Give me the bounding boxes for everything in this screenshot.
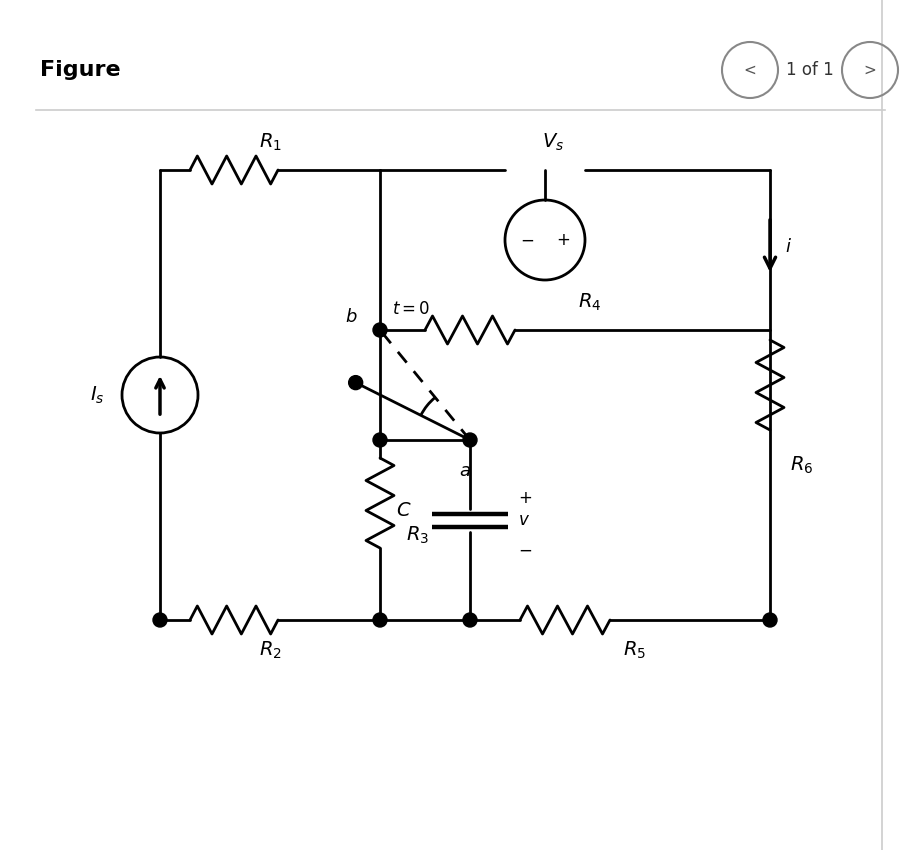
Text: $+$: $+$: [555, 231, 569, 249]
Text: $C$: $C$: [396, 501, 412, 519]
Text: $I_s$: $I_s$: [90, 384, 105, 405]
Text: $R_4$: $R_4$: [578, 292, 601, 313]
Text: $V_s$: $V_s$: [541, 132, 564, 153]
Text: $R_5$: $R_5$: [623, 640, 646, 661]
Circle shape: [373, 433, 386, 447]
Text: $v$: $v$: [517, 511, 529, 529]
Text: $-$: $-$: [520, 231, 534, 249]
Text: $R_2$: $R_2$: [259, 640, 281, 661]
Circle shape: [373, 323, 386, 337]
Text: $R_1$: $R_1$: [258, 132, 281, 153]
Text: $b$: $b$: [345, 308, 358, 326]
Text: >: >: [863, 63, 875, 77]
Circle shape: [763, 613, 776, 627]
Circle shape: [463, 613, 476, 627]
Text: 1 of 1: 1 of 1: [785, 61, 833, 79]
Text: $a$: $a$: [458, 462, 470, 480]
Text: $R_3$: $R_3$: [405, 524, 428, 546]
Circle shape: [373, 613, 386, 627]
Circle shape: [153, 613, 167, 627]
Text: Figure: Figure: [40, 60, 120, 80]
Text: $t = 0$: $t = 0$: [392, 300, 430, 318]
Circle shape: [463, 433, 476, 447]
Text: $+$: $+$: [517, 489, 531, 507]
Text: <: <: [742, 63, 755, 77]
Text: $i$: $i$: [784, 238, 791, 256]
Text: $R_6$: $R_6$: [789, 455, 813, 476]
Circle shape: [348, 376, 363, 389]
Text: $-$: $-$: [517, 541, 532, 559]
